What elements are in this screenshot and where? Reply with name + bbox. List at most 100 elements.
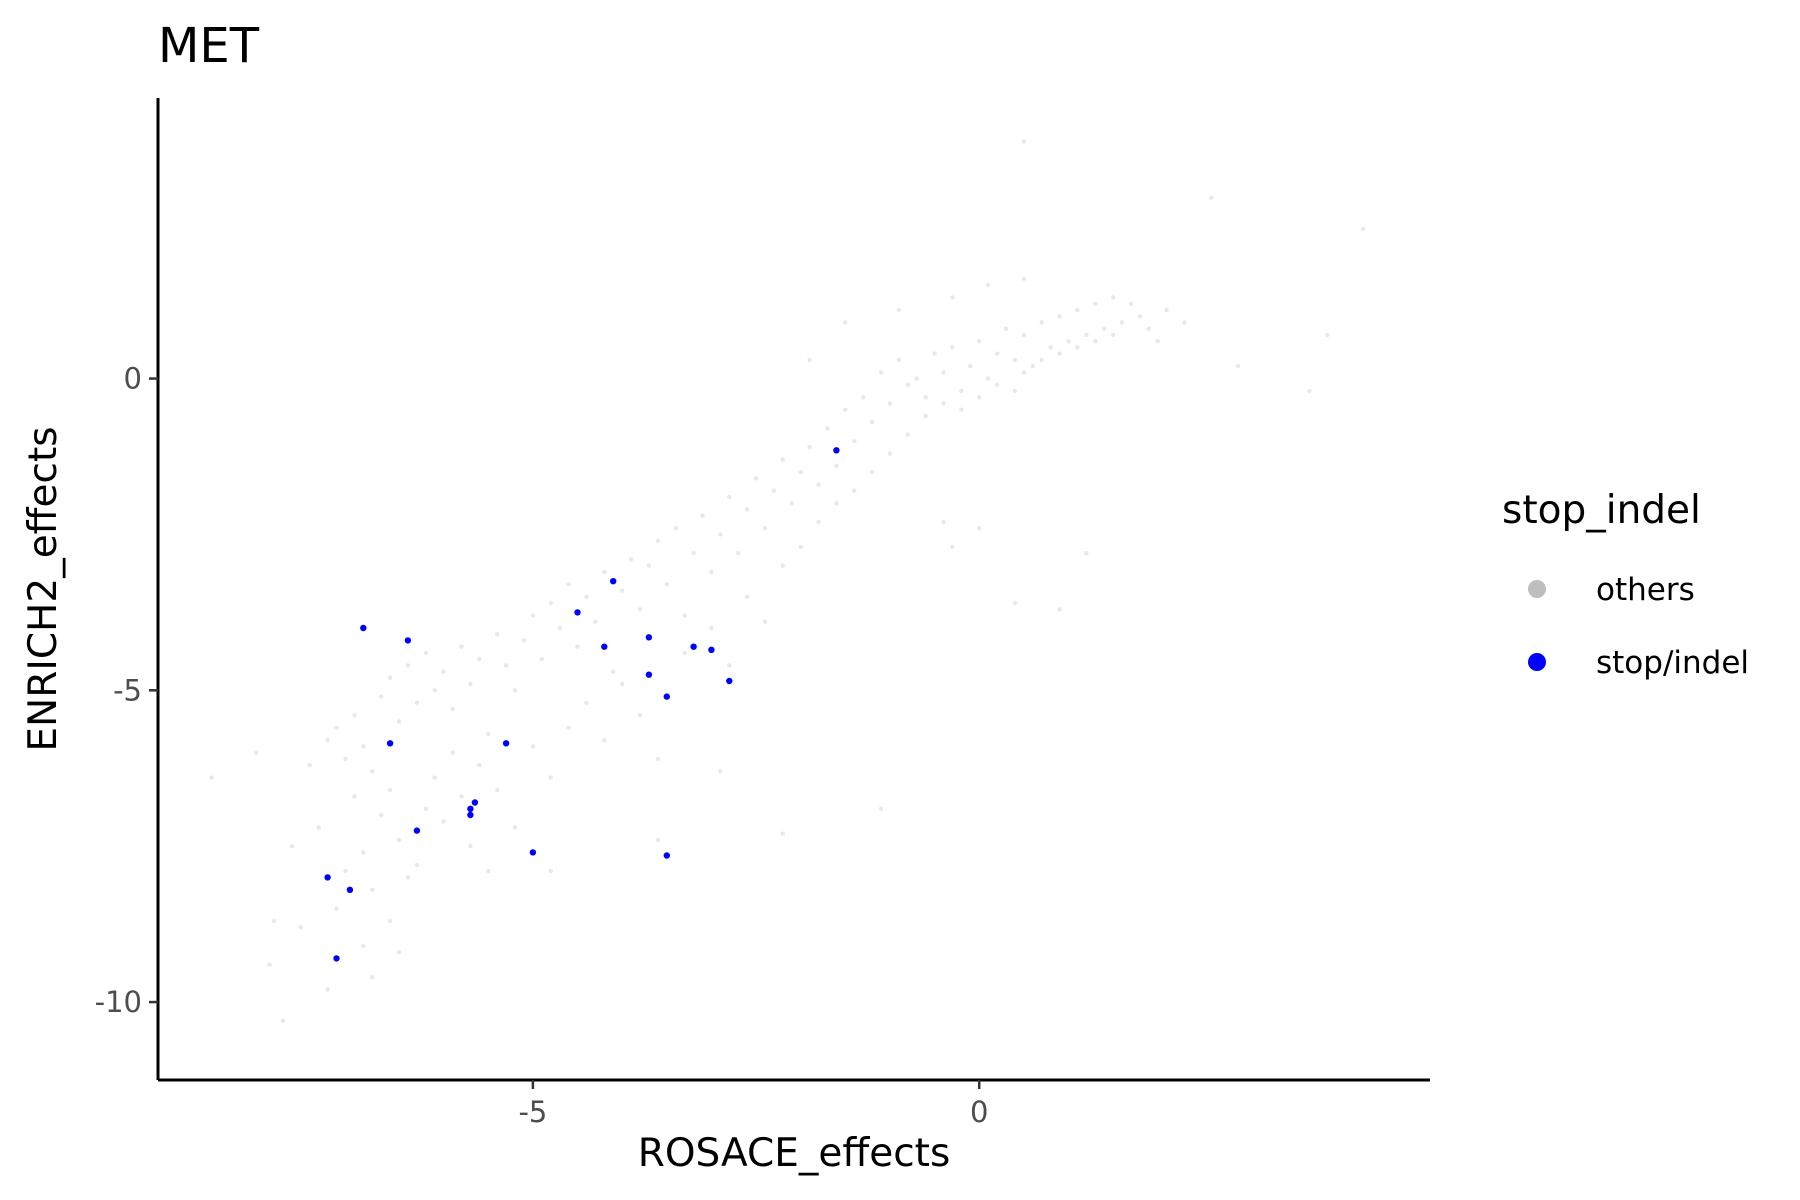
point-stop-indel-5 xyxy=(690,643,697,650)
series-stop-indel xyxy=(324,447,840,962)
point-others-131 xyxy=(1012,357,1018,363)
point-others-185 xyxy=(271,918,277,924)
point-others-24 xyxy=(361,943,366,949)
point-others-183 xyxy=(655,837,661,843)
point-others-28 xyxy=(414,862,420,868)
point-others-29 xyxy=(423,806,428,811)
point-others-105 xyxy=(834,463,839,469)
point-stop-indel-9 xyxy=(663,693,670,700)
point-others-90 xyxy=(753,476,759,481)
point-others-60 xyxy=(486,868,491,874)
point-others-14 xyxy=(343,756,348,762)
point-others-121 xyxy=(923,395,928,400)
point-others-157 xyxy=(1137,314,1143,319)
point-others-73 xyxy=(655,538,661,543)
point-others-98 xyxy=(744,594,750,599)
point-others-21 xyxy=(387,787,393,793)
point-others-25 xyxy=(370,974,375,980)
point-others-23 xyxy=(405,875,411,880)
point-others-48 xyxy=(486,731,491,737)
point-others-34 xyxy=(414,700,420,705)
point-others-126 xyxy=(968,363,973,369)
point-others-93 xyxy=(780,457,785,462)
point-others-81 xyxy=(637,713,643,718)
point-others-175 xyxy=(1057,607,1062,612)
point-others-58 xyxy=(575,644,580,649)
point-others-123 xyxy=(941,370,946,375)
point-others-22 xyxy=(396,837,402,843)
point-others-139 xyxy=(1030,363,1036,369)
point-others-4 xyxy=(289,844,295,849)
point-others-76 xyxy=(682,613,687,618)
point-others-86 xyxy=(718,532,723,537)
point-others-156 xyxy=(1128,301,1134,306)
series-others xyxy=(209,139,1366,1023)
point-others-54 xyxy=(539,656,544,662)
point-others-138 xyxy=(1021,332,1027,338)
point-others-80 xyxy=(620,681,625,687)
point-others-91 xyxy=(762,526,768,531)
point-others-50 xyxy=(503,663,509,668)
point-others-94 xyxy=(789,501,794,506)
point-others-178 xyxy=(941,519,946,525)
point-others-32 xyxy=(396,719,402,724)
point-others-108 xyxy=(861,395,866,400)
point-others-2 xyxy=(267,962,272,967)
point-others-113 xyxy=(905,382,910,387)
point-others-151 xyxy=(1039,357,1044,363)
point-stop-indel-15 xyxy=(467,805,474,812)
point-stop-indel-14 xyxy=(471,799,479,806)
point-others-33 xyxy=(405,663,411,668)
point-others-8 xyxy=(325,987,330,992)
point-others-163 xyxy=(985,282,991,288)
point-others-68 xyxy=(611,669,616,674)
point-others-114 xyxy=(816,519,821,525)
point-others-171 xyxy=(1325,332,1330,338)
point-stop-indel-22 xyxy=(333,955,340,962)
point-stop-indel-13 xyxy=(502,740,510,747)
point-others-5 xyxy=(298,925,303,930)
point-stop-indel-16 xyxy=(467,811,474,819)
point-others-79 xyxy=(602,738,607,743)
point-others-43 xyxy=(441,819,446,824)
point-others-77 xyxy=(691,550,696,556)
point-others-118 xyxy=(887,451,893,456)
point-others-47 xyxy=(477,762,482,768)
point-others-95 xyxy=(798,469,803,475)
point-others-179 xyxy=(950,544,955,550)
point-stop-indel-4 xyxy=(601,643,608,650)
x-ticks: -5 0 xyxy=(518,1080,988,1129)
point-others-71 xyxy=(637,607,643,612)
point-others-140 xyxy=(1039,320,1044,325)
point-others-166 xyxy=(843,320,848,325)
point-others-146 xyxy=(1093,301,1098,306)
legend-entries: others stop/indel xyxy=(1528,572,1749,681)
point-others-100 xyxy=(780,563,785,568)
y-tick-label-2: -10 xyxy=(95,985,142,1019)
point-others-10 xyxy=(343,868,348,874)
y-tick-label-0: 0 xyxy=(124,362,142,396)
point-others-45 xyxy=(459,794,464,799)
points-layer xyxy=(209,139,1366,1023)
point-others-64 xyxy=(548,775,553,780)
point-others-168 xyxy=(1021,139,1027,144)
point-others-92 xyxy=(771,488,777,493)
point-others-184 xyxy=(548,868,553,874)
point-others-84 xyxy=(700,513,705,518)
point-others-181 xyxy=(780,831,785,836)
point-stop-indel-19 xyxy=(663,852,670,859)
point-others-70 xyxy=(628,557,634,562)
point-others-65 xyxy=(566,725,571,730)
point-others-42 xyxy=(432,775,437,780)
point-others-161 xyxy=(1182,320,1187,325)
point-others-87 xyxy=(727,494,732,500)
y-ticks: 0 -5 -10 xyxy=(95,362,158,1019)
point-others-19 xyxy=(370,887,375,892)
point-others-85 xyxy=(709,569,714,575)
point-stop-indel-1 xyxy=(610,578,617,585)
point-others-149 xyxy=(1119,320,1125,325)
point-others-40 xyxy=(468,681,473,687)
point-stop-indel-11 xyxy=(404,637,412,644)
point-others-59 xyxy=(584,594,589,599)
